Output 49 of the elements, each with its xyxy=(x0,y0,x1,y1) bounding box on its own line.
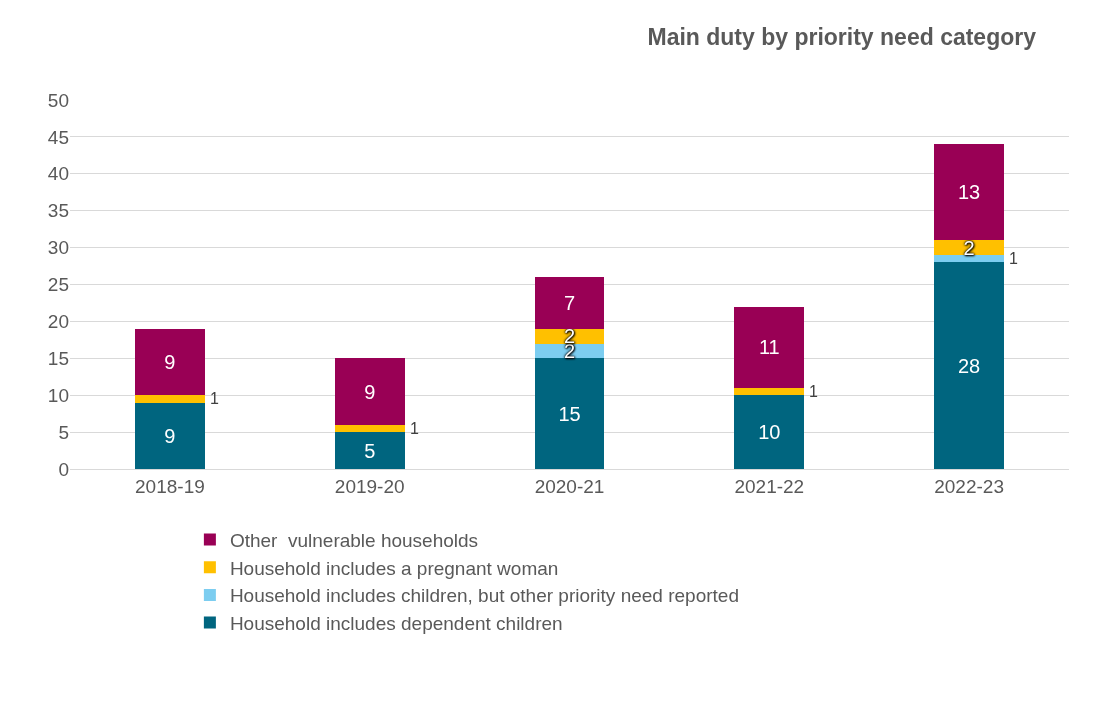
data-label: 5 xyxy=(364,439,376,462)
y-tick-label: 15 xyxy=(47,347,69,369)
y-tick-label: 50 xyxy=(47,89,69,111)
bar xyxy=(334,358,405,425)
y-tick-label: 0 xyxy=(58,458,69,480)
legend-label: Household includes a pregnant woman xyxy=(229,557,559,579)
bar xyxy=(934,144,1005,241)
data-label: 15 xyxy=(558,402,581,425)
bar xyxy=(134,402,205,469)
y-tick-label: 40 xyxy=(47,163,69,185)
legend-label: Other vulnerable households xyxy=(229,529,479,551)
data-label: 1 xyxy=(809,383,818,400)
x-tick-label: 2021-22 xyxy=(734,475,805,497)
data-label: 7 xyxy=(563,291,576,314)
chart-title: Main duty by priority need category xyxy=(647,24,1037,51)
bar xyxy=(734,395,805,469)
y-tick-label: 25 xyxy=(47,274,69,296)
data-label: 9 xyxy=(164,424,176,447)
y-tick-label: 35 xyxy=(47,200,69,222)
bar xyxy=(334,424,405,433)
x-tick-label: 2018-19 xyxy=(135,475,205,497)
data-label: 1 xyxy=(1009,250,1018,267)
data-label: 9 xyxy=(164,350,176,373)
data-label: 1 xyxy=(410,420,419,437)
data-label: 9 xyxy=(364,380,376,403)
data-label: 1 xyxy=(210,390,219,407)
legend-label: Household includes children, but other priority need reported xyxy=(229,585,739,607)
data-label: 10 xyxy=(758,421,781,444)
x-tick-label: 2020-21 xyxy=(534,475,605,497)
y-tick-label: 10 xyxy=(47,384,69,406)
x-tick-label: 2019-20 xyxy=(334,475,405,497)
bar xyxy=(334,432,405,469)
data-label: 11 xyxy=(758,336,780,359)
y-tick-label: 20 xyxy=(47,311,69,333)
y-tick-label: 30 xyxy=(47,237,69,259)
bar xyxy=(134,395,205,403)
data-label: 28 xyxy=(957,354,981,377)
data-label: 2 xyxy=(963,236,975,259)
y-tick-label: 45 xyxy=(47,126,69,148)
bar xyxy=(534,358,605,469)
legend-label: Household includes dependent children xyxy=(229,613,563,635)
bar xyxy=(734,387,805,396)
data-label: 13 xyxy=(957,181,981,204)
x-tick-label: 2022-23 xyxy=(934,475,1004,497)
bar xyxy=(534,277,605,329)
bar xyxy=(134,328,205,396)
y-tick-label: 5 xyxy=(58,421,69,443)
bar xyxy=(734,306,805,388)
bar xyxy=(934,262,1005,469)
